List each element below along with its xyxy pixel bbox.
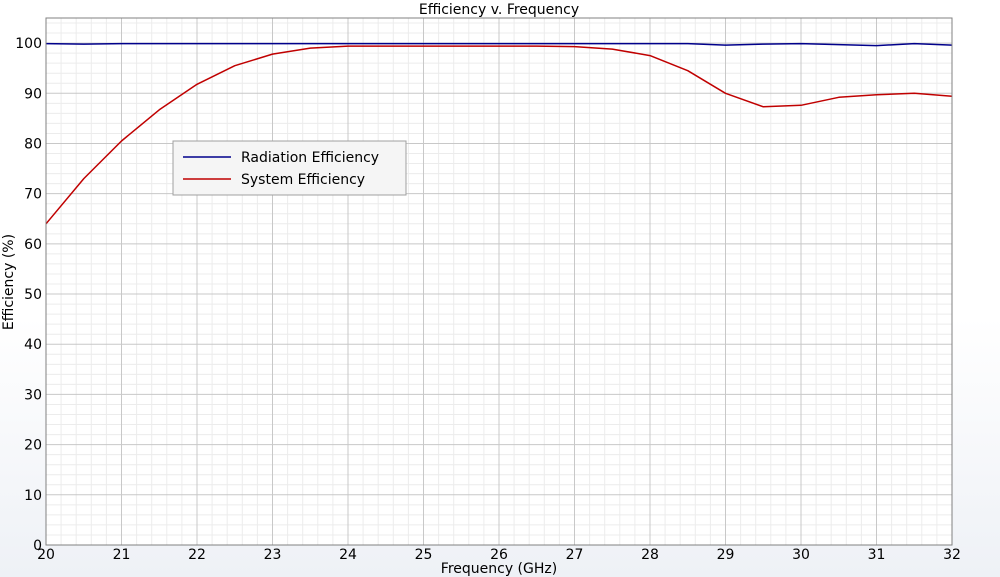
x-tick-label: 29: [717, 547, 735, 563]
legend-label-radiation-efficiency: Radiation Efficiency: [241, 150, 379, 166]
series-layer: [45, 42, 953, 225]
x-tick-label: 22: [188, 547, 206, 563]
x-tick-label: 23: [264, 547, 282, 563]
y-tick-label: 60: [24, 237, 42, 253]
legend-box: [172, 140, 407, 196]
y-tick-label: 10: [24, 488, 42, 504]
y-tick-label: 20: [24, 438, 42, 454]
x-tick-label: 25: [415, 547, 433, 563]
y-tick-label: 90: [24, 86, 42, 102]
x-tick-label: 20: [37, 547, 55, 563]
y-tick-label: 80: [24, 136, 42, 152]
x-tick-label: 27: [566, 547, 584, 563]
x-tick-label: 24: [339, 547, 357, 563]
x-tick-label: 26: [490, 547, 508, 563]
x-tick-label: 32: [943, 547, 961, 563]
legend-label-system-efficiency: System Efficiency: [241, 172, 365, 188]
legend: Radiation Efficiency System Efficiency: [172, 140, 407, 196]
x-tick-label: 31: [868, 547, 886, 563]
x-tick-label: 28: [641, 547, 659, 563]
plot-frame: [45, 17, 953, 546]
y-tick-label: 40: [24, 337, 42, 353]
x-tick-label: 21: [113, 547, 131, 563]
y-tick-label: 50: [24, 287, 42, 303]
y-tick-label: 30: [24, 387, 42, 403]
y-tick-label: 70: [24, 187, 42, 203]
chart-title: Efficiency v. Frequency: [419, 2, 579, 18]
y-tick-label: 100: [15, 36, 42, 52]
x-tick-label: 30: [792, 547, 810, 563]
x-tick-labels: 20 21 22 23 24 25 26 27 28 29 30 31 32: [37, 547, 961, 563]
y-axis-label: Efficiency (%): [1, 234, 17, 330]
series-line-radiation-efficiency: [45, 42, 953, 47]
y-tick-label: 0: [33, 538, 42, 554]
y-tick-labels: 0 10 20 30 40 50 60 70 80 90 100: [15, 36, 42, 554]
x-axis-label: Frequency (GHz): [441, 561, 557, 577]
series-line-system-efficiency: [45, 45, 953, 225]
